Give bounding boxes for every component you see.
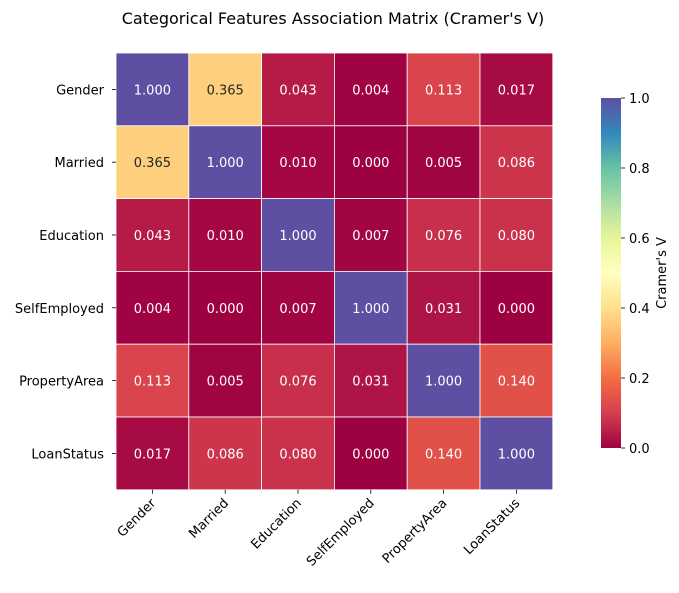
- cell-value-label: 0.010: [279, 156, 316, 171]
- cell-value-label: 1.000: [279, 229, 316, 244]
- cell-value-label: 0.031: [352, 375, 389, 390]
- cell-value-label: 0.086: [498, 156, 535, 171]
- heatmap-cell-gender-propertyarea: [406, 52, 481, 127]
- y-tick-label-selfemployed: SelfEmployed: [15, 302, 104, 317]
- y-tick-label-propertyarea: PropertyArea: [19, 375, 104, 390]
- heatmap-cell-gender-education: [261, 52, 335, 127]
- colorbar-tick-label: 0.4: [629, 302, 650, 317]
- heatmap-cell-gender-loanstatus: [479, 52, 554, 127]
- cell-value-label: 0.043: [279, 83, 316, 98]
- heatmap-cell-selfemployed-selfemployed: [333, 270, 408, 345]
- chart-title: Categorical Features Association Matrix …: [122, 9, 545, 28]
- colorbar: 0.0 0.2 0.4 0.6 0.8 1.0 Cramer's V: [601, 92, 670, 457]
- cell-value-label: 1.000: [498, 447, 535, 462]
- cell-value-label: 0.086: [207, 447, 244, 462]
- cell-value-label: 0.080: [498, 229, 535, 244]
- colorbar-gradient: [601, 98, 621, 448]
- heatmap-cells: 1.000 0.365 0.043 0.004 0.113 0.017 0.365 1.000…: [115, 52, 554, 491]
- heatmap-cell-propertyarea-gender: [115, 343, 190, 418]
- heatmap-cell-loanstatus-gender: [115, 416, 190, 491]
- heatmap-cell-education-selfemployed: [333, 198, 408, 272]
- y-tick-label-loanstatus: LoanStatus: [31, 447, 104, 462]
- y-tick-label-education: Education: [39, 229, 104, 244]
- heatmap-cell-married-selfemployed: [333, 125, 408, 200]
- y-tick-label-married: Married: [54, 156, 104, 171]
- cell-value-label: 0.017: [498, 83, 535, 98]
- heatmap-cell-propertyarea-education: [261, 343, 335, 418]
- cell-value-label: 0.007: [279, 302, 316, 317]
- heatmap-cell-loanstatus-propertyarea: [406, 416, 481, 491]
- heatmap-cell-education-propertyarea: [406, 198, 481, 272]
- cell-value-label: 0.010: [207, 229, 244, 244]
- heatmap-cell-propertyarea-propertyarea: [406, 343, 481, 418]
- cell-value-label: 0.004: [352, 83, 389, 98]
- x-tick-label-married: Married: [186, 496, 232, 542]
- cell-value-label: 1.000: [425, 375, 462, 390]
- heatmap-cell-selfemployed-education: [261, 270, 335, 345]
- cell-value-label: 0.031: [425, 302, 462, 317]
- heatmap-cell-selfemployed-loanstatus: [479, 270, 554, 345]
- x-tick-label-education: Education: [248, 496, 304, 552]
- cell-value-label: 0.365: [134, 156, 171, 171]
- x-tick-label-propertyarea: PropertyArea: [380, 496, 451, 567]
- cell-value-label: 0.140: [498, 375, 535, 390]
- heatmap-cell-gender-gender: [115, 52, 190, 127]
- heatmap-cell-selfemployed-propertyarea: [406, 270, 481, 345]
- heatmap-cell-education-married: [188, 198, 263, 272]
- heatmap-cell-selfemployed-gender: [115, 270, 190, 345]
- heatmap-cell-selfemployed-married: [188, 270, 263, 345]
- cell-value-label: 0.017: [134, 447, 171, 462]
- cell-value-label: 1.000: [207, 156, 244, 171]
- heatmap-cell-married-married: [188, 125, 263, 200]
- cell-value-label: 0.140: [425, 447, 462, 462]
- cell-value-label: 0.365: [207, 83, 244, 98]
- cell-value-label: 1.000: [352, 302, 389, 317]
- x-tick-label-gender: Gender: [115, 496, 160, 541]
- colorbar-tick-label: 0.8: [629, 162, 650, 177]
- cell-value-label: 0.043: [134, 229, 171, 244]
- colorbar-tick-label: 0.2: [629, 372, 650, 387]
- cell-value-label: 0.000: [352, 447, 389, 462]
- cell-value-label: 0.113: [134, 375, 171, 390]
- heatmap-cell-loanstatus-loanstatus: [479, 416, 554, 491]
- cell-value-label: 0.007: [352, 229, 389, 244]
- cell-value-label: 0.076: [425, 229, 462, 244]
- cell-value-label: 1.000: [134, 83, 171, 98]
- cell-value-label: 0.000: [498, 302, 535, 317]
- cell-value-label: 0.000: [207, 302, 244, 317]
- heatmap-cell-gender-married: [188, 52, 263, 127]
- cell-value-label: 0.113: [425, 83, 462, 98]
- colorbar-tick-label: 1.0: [629, 92, 650, 107]
- x-axis-ticks: Gender Married Education SelfEmployed Proper…: [115, 489, 523, 570]
- cell-value-label: 0.004: [134, 302, 171, 317]
- heatmap-cell-education-gender: [115, 198, 190, 272]
- cell-value-label: 0.076: [279, 375, 316, 390]
- heatmap-cell-gender-selfemployed: [333, 52, 408, 127]
- heatmap-cell-education-loanstatus: [479, 198, 554, 272]
- heatmap-cell-education-education: [261, 198, 335, 272]
- cell-value-label: 0.005: [207, 375, 244, 390]
- heatmap-cell-propertyarea-selfemployed: [333, 343, 408, 418]
- y-axis-ticks: Gender Married Education SelfEmployed Proper…: [15, 83, 116, 462]
- y-tick-label-gender: Gender: [56, 83, 105, 98]
- colorbar-label: Cramer's V: [655, 237, 670, 309]
- heatmap-cell-propertyarea-loanstatus: [479, 343, 554, 418]
- colorbar-tick-label: 0.0: [629, 442, 650, 457]
- x-tick-label-loanstatus: LoanStatus: [461, 496, 523, 558]
- x-tick-label-selfemployed: SelfEmployed: [304, 496, 378, 570]
- colorbar-tick-label: 0.6: [629, 232, 650, 247]
- cell-value-label: 0.005: [425, 156, 462, 171]
- cell-value-label: 0.000: [352, 156, 389, 171]
- cell-value-label: 0.080: [279, 447, 316, 462]
- heatmap-cell-married-loanstatus: [479, 125, 554, 200]
